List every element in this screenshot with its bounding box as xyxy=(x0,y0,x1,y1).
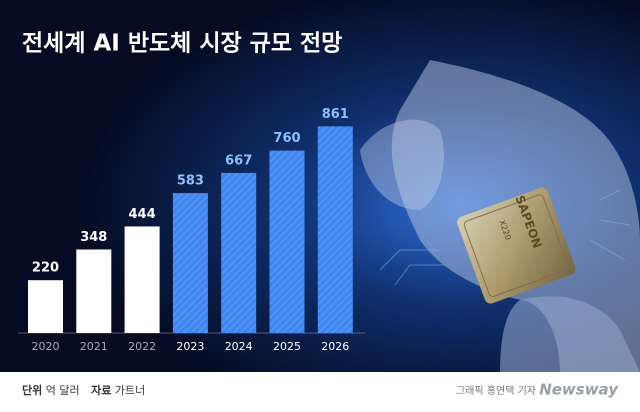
bar xyxy=(172,193,208,333)
x-tick-label: 2022 xyxy=(128,340,156,353)
unit: 억 달러 xyxy=(46,384,80,397)
photo xyxy=(360,60,640,372)
x-tick-label: 2021 xyxy=(80,340,108,353)
credit: 그래픽 홍연택 기자 xyxy=(456,384,536,397)
value-label: 348 xyxy=(80,230,107,245)
value-label: 760 xyxy=(273,131,300,146)
bar xyxy=(28,280,63,333)
value-label: 861 xyxy=(322,107,349,122)
value-label: 583 xyxy=(177,174,204,189)
chart-title: 전세계 AI 반도체 시장 규모 전망 xyxy=(22,31,342,57)
x-tick-label: 2026 xyxy=(321,340,349,353)
source: 가트너 xyxy=(115,384,145,397)
value-label: 444 xyxy=(129,207,156,222)
bar xyxy=(221,172,257,333)
x-tick-label: 2024 xyxy=(225,340,253,353)
footnote: 단위 억 달러 자료 가트너 xyxy=(22,383,145,397)
unit-label: 단위 xyxy=(22,383,42,397)
x-tick-label: 2025 xyxy=(273,340,301,353)
value-label: 667 xyxy=(225,153,252,168)
bar xyxy=(76,249,112,333)
bar xyxy=(269,150,305,333)
value-label: 220 xyxy=(32,261,59,276)
x-tick-label: 2023 xyxy=(176,340,204,353)
bar xyxy=(124,226,160,333)
x-tick-label: 2020 xyxy=(32,340,60,353)
brand: Newsway xyxy=(539,381,619,399)
bar xyxy=(317,126,353,333)
footer xyxy=(0,372,640,412)
source-label: 자료 xyxy=(91,383,111,397)
